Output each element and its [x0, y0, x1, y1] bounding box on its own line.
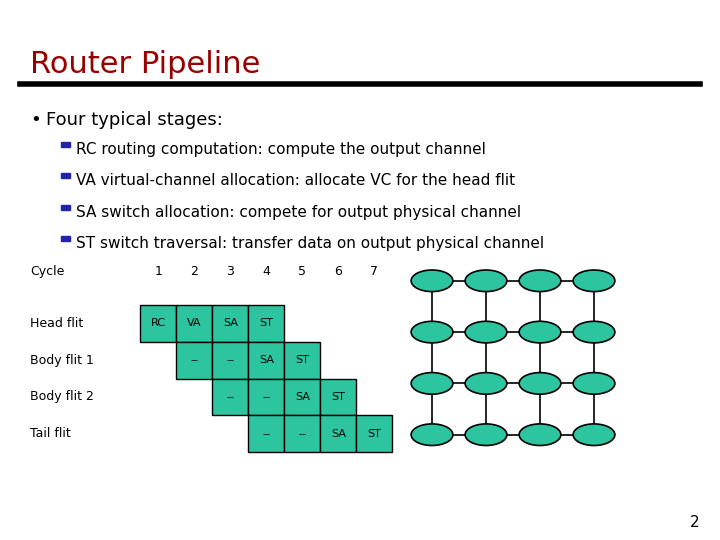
Text: 2: 2: [690, 515, 700, 530]
Text: --: --: [262, 392, 271, 402]
FancyBboxPatch shape: [284, 342, 320, 379]
FancyBboxPatch shape: [212, 342, 248, 379]
FancyBboxPatch shape: [140, 305, 176, 342]
Text: ST: ST: [259, 319, 274, 328]
Text: RC: RC: [151, 319, 166, 328]
Ellipse shape: [573, 373, 615, 394]
FancyBboxPatch shape: [212, 305, 248, 342]
Ellipse shape: [465, 424, 507, 446]
Text: Router Pipeline: Router Pipeline: [30, 50, 261, 79]
Ellipse shape: [411, 424, 453, 446]
Ellipse shape: [573, 321, 615, 343]
FancyBboxPatch shape: [248, 379, 284, 415]
Text: ST: ST: [295, 355, 310, 365]
Text: 7: 7: [370, 265, 379, 278]
Text: Four typical stages:: Four typical stages:: [46, 111, 223, 129]
FancyBboxPatch shape: [61, 142, 70, 147]
Ellipse shape: [411, 321, 453, 343]
Ellipse shape: [465, 321, 507, 343]
Text: ST: ST: [367, 429, 382, 438]
Text: RC routing computation: compute the output channel: RC routing computation: compute the outp…: [76, 142, 485, 157]
Text: 4: 4: [263, 265, 270, 278]
FancyBboxPatch shape: [356, 415, 392, 452]
FancyBboxPatch shape: [248, 305, 284, 342]
Text: Body flit 2: Body flit 2: [30, 390, 94, 403]
FancyBboxPatch shape: [320, 415, 356, 452]
Ellipse shape: [519, 270, 561, 292]
Text: ST switch traversal: transfer data on output physical channel: ST switch traversal: transfer data on ou…: [76, 236, 544, 251]
Text: SA: SA: [259, 355, 274, 365]
FancyBboxPatch shape: [248, 342, 284, 379]
Text: SA switch allocation: compete for output physical channel: SA switch allocation: compete for output…: [76, 205, 521, 220]
FancyBboxPatch shape: [248, 415, 284, 452]
Text: --: --: [226, 392, 235, 402]
Text: SA: SA: [295, 392, 310, 402]
Text: 6: 6: [335, 265, 342, 278]
FancyBboxPatch shape: [61, 205, 70, 210]
Text: Cycle: Cycle: [30, 265, 65, 278]
Text: SA: SA: [223, 319, 238, 328]
Text: Body flit 1: Body flit 1: [30, 354, 94, 367]
Text: --: --: [262, 429, 271, 438]
Ellipse shape: [573, 424, 615, 446]
Text: ST: ST: [331, 392, 346, 402]
FancyBboxPatch shape: [61, 173, 70, 178]
Ellipse shape: [411, 373, 453, 394]
Text: --: --: [226, 355, 235, 365]
Text: SA: SA: [331, 429, 346, 438]
Text: •: •: [30, 111, 41, 129]
Ellipse shape: [519, 424, 561, 446]
Ellipse shape: [573, 270, 615, 292]
Text: Tail flit: Tail flit: [30, 427, 71, 440]
FancyBboxPatch shape: [61, 236, 70, 241]
Ellipse shape: [519, 373, 561, 394]
FancyBboxPatch shape: [212, 379, 248, 415]
Text: VA: VA: [187, 319, 202, 328]
Ellipse shape: [411, 270, 453, 292]
Ellipse shape: [465, 373, 507, 394]
Text: Head flit: Head flit: [30, 317, 84, 330]
Text: VA virtual-channel allocation: allocate VC for the head flit: VA virtual-channel allocation: allocate …: [76, 173, 515, 188]
FancyBboxPatch shape: [284, 415, 320, 452]
Text: --: --: [190, 355, 199, 365]
Text: --: --: [298, 429, 307, 438]
Text: 3: 3: [227, 265, 234, 278]
Text: 2: 2: [191, 265, 198, 278]
FancyBboxPatch shape: [284, 379, 320, 415]
Ellipse shape: [465, 270, 507, 292]
Text: 5: 5: [298, 265, 307, 278]
FancyBboxPatch shape: [176, 305, 212, 342]
FancyBboxPatch shape: [320, 379, 356, 415]
Ellipse shape: [519, 321, 561, 343]
Text: 1: 1: [155, 265, 162, 278]
FancyBboxPatch shape: [176, 342, 212, 379]
